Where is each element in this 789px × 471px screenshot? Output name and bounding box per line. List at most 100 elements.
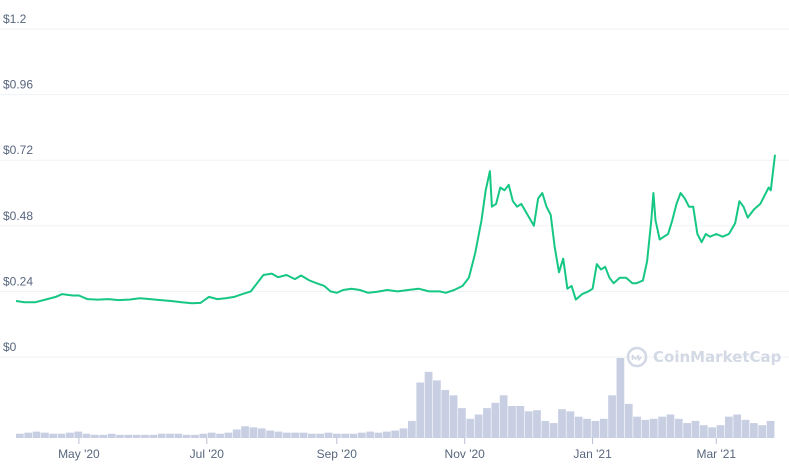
coinmarketcap-logo-icon <box>626 346 648 368</box>
volume-bar <box>91 434 99 438</box>
volume-bar <box>16 433 24 438</box>
volume-bar <box>574 416 583 438</box>
volume-bar <box>741 419 750 438</box>
volume-bar <box>408 420 416 438</box>
volume-bar <box>174 433 183 438</box>
y-tick-label: $0.96 <box>3 78 33 92</box>
volume-bar <box>182 434 191 438</box>
x-tick-label: May '20 <box>58 447 100 461</box>
volume-bar <box>291 432 299 438</box>
volume-bar <box>624 403 633 438</box>
volume-bar <box>274 431 283 438</box>
volume-bar <box>658 416 666 438</box>
volume-bar <box>416 382 425 438</box>
volume-bar <box>433 380 441 438</box>
volume-bar <box>257 428 266 438</box>
volume-bar <box>708 427 717 438</box>
volume-bar <box>533 410 541 438</box>
volume-bar <box>82 433 91 438</box>
volume-bar <box>583 418 591 438</box>
volume-bar <box>24 432 33 438</box>
volume-bar <box>266 430 274 438</box>
y-axis-tick-labels: $1.2 $0.96 $0.72 $0.48 $0.24 $0 <box>3 12 33 354</box>
volume-bar <box>608 395 616 438</box>
x-tick-label: Sep '20 <box>317 447 358 461</box>
volume-bar <box>566 411 575 438</box>
volume-bar <box>474 414 483 438</box>
y-tick-label: $0.24 <box>3 274 33 288</box>
volume-bar <box>307 433 316 438</box>
volume-bar <box>157 433 166 438</box>
volume-bar <box>132 434 141 438</box>
x-axis-tick-labels: May '20 Jul '20 Sep '20 Nov '20 Jan '21 Mar '… <box>58 438 736 461</box>
volume-bar <box>499 395 508 438</box>
volume-bar <box>191 434 199 438</box>
volume-bar <box>691 420 700 438</box>
x-tick-label: Jul '20 <box>190 447 225 461</box>
x-tick-label: Jan '21 <box>573 447 612 461</box>
volume-bar <box>591 420 600 438</box>
volume-bar <box>149 434 158 438</box>
volume-bar <box>216 433 224 438</box>
volume-bar <box>49 433 58 438</box>
volume-bar <box>491 402 500 438</box>
volume-bar <box>766 420 775 438</box>
volume-bar <box>749 423 758 438</box>
volume-bar <box>449 395 458 438</box>
volume-bar <box>666 414 675 438</box>
volume-bar <box>282 432 291 438</box>
volume-bar <box>508 406 516 438</box>
x-tick-label: Mar '21 <box>696 447 736 461</box>
volume-bar <box>374 432 383 438</box>
price-line-layer <box>15 154 776 305</box>
volume-bar <box>524 411 533 438</box>
volume-bar <box>41 432 49 438</box>
y-tick-label: $0.48 <box>3 209 33 223</box>
volume-bar <box>224 432 233 438</box>
volume-bar <box>166 433 174 438</box>
volume-bar <box>641 419 650 438</box>
volume-bar <box>299 432 308 438</box>
volume-bar <box>57 433 66 438</box>
volume-bars <box>16 358 775 438</box>
volume-bar <box>249 427 258 438</box>
volume-bar <box>649 418 658 438</box>
volume-bar <box>724 416 733 438</box>
volume-bar <box>124 434 133 438</box>
volume-bar <box>66 432 74 438</box>
volume-bar <box>674 418 683 438</box>
volume-bar <box>74 431 83 438</box>
volume-bar <box>316 433 324 438</box>
volume-bar <box>483 408 491 438</box>
volume-bar <box>516 406 525 438</box>
y-tick-label: $0.72 <box>3 143 33 157</box>
watermark-label: CoinMarketCap <box>653 348 782 366</box>
y-tick-label: $0 <box>3 340 17 354</box>
volume-bar <box>458 408 466 438</box>
volume-bar <box>541 420 550 438</box>
volume-bar <box>199 433 208 438</box>
volume-bar <box>341 433 350 438</box>
volume-bar <box>241 426 249 438</box>
volume-bar <box>349 433 358 438</box>
volume-bar <box>324 432 333 438</box>
volume-bar <box>549 423 558 438</box>
volume-bar <box>207 432 216 438</box>
volume-bar <box>599 418 608 438</box>
volume-bar <box>332 433 341 438</box>
volume-bar <box>366 431 375 438</box>
volume-bar <box>32 431 41 438</box>
volume-bar <box>716 425 725 438</box>
volume-bar <box>382 431 391 438</box>
volume-bar <box>699 425 708 438</box>
y-tick-label: $1.2 <box>3 12 27 26</box>
grid-lines <box>0 28 789 358</box>
volume-bar <box>466 418 475 438</box>
volume-bar <box>232 429 241 438</box>
volume-bar <box>99 434 108 438</box>
volume-bar <box>616 358 625 438</box>
volume-bar <box>357 432 366 438</box>
volume-bar <box>733 414 742 438</box>
volume-bar <box>107 433 116 438</box>
